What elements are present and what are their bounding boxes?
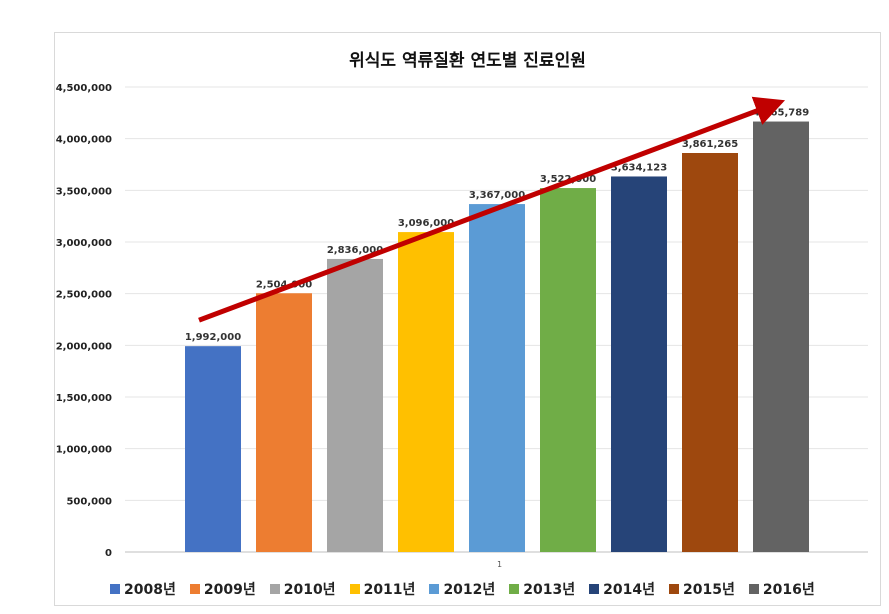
data-label: 2,504,000 [256,279,312,290]
bar [327,258,383,552]
y-tick-label: 4,000,000 [56,135,112,146]
y-tick-label: 2,500,000 [56,290,112,301]
bar [753,121,809,553]
y-tick-label: 500,000 [66,496,112,507]
legend-swatch [669,584,680,594]
data-label: 3,861,265 [682,139,738,150]
bar [256,293,312,552]
bar [398,232,454,552]
legend-label: 2010년 [283,582,336,598]
legend-label: 2011년 [363,582,416,598]
legend-label: 2013년 [523,582,576,598]
data-label: 1,992,000 [185,332,241,343]
chart-title: 위식도 역류질환 연도별 진료인원 [349,51,586,71]
legend-item: 2014년 [589,579,655,599]
legend-item: 2011년 [349,579,416,599]
data-label: 3,367,000 [469,190,525,201]
legend-label: 2016년 [762,582,815,598]
data-label: 3,096,000 [398,218,454,229]
data-label: 2,836,000 [327,245,383,256]
legend-label: 2015년 [683,582,735,598]
legend-swatch [429,584,440,594]
bar [185,346,241,552]
legend-item: 2008년 [110,579,176,599]
legend: 2008년 2009년 2010년 2011년 2012년 2013년 2014년 2015년… [110,579,850,599]
y-tick-label: 3,500,000 [56,186,112,197]
legend-label: 2014년 [603,582,656,598]
legend-label: 2008년 [124,582,176,598]
legend-item: 2013년 [509,579,575,599]
legend-item: 2009년 [189,579,256,599]
y-tick-label: 1,500,000 [56,393,112,404]
bar [469,204,525,552]
legend-item: 2015년 [669,579,735,599]
bar [682,153,738,552]
legend-item: 2016년 [748,579,815,599]
y-tick-label: 1,000,000 [56,445,112,456]
trend-arrow [198,96,786,323]
bar [611,176,667,553]
legend-swatch [110,584,120,594]
legend-swatch [509,584,520,594]
y-tick-label: 4,500,000 [56,83,112,94]
legend-label: 2012년 [443,582,496,598]
legend-swatch [748,584,759,594]
legend-item: 2012년 [429,579,495,599]
legend-swatch [589,584,600,594]
legend-swatch [349,584,360,594]
legend-swatch [189,584,200,594]
legend-swatch [269,584,280,594]
y-tick-label: 0 [105,548,112,559]
y-tick-label: 2,000,000 [56,341,112,352]
x-tick-label: 1 [497,560,502,569]
legend-label: 2009년 [203,582,256,598]
bar [540,188,596,552]
y-tick-label: 3,000,000 [56,238,112,249]
legend-item: 2010년 [269,579,336,599]
data-label: 3,634,123 [611,162,667,173]
